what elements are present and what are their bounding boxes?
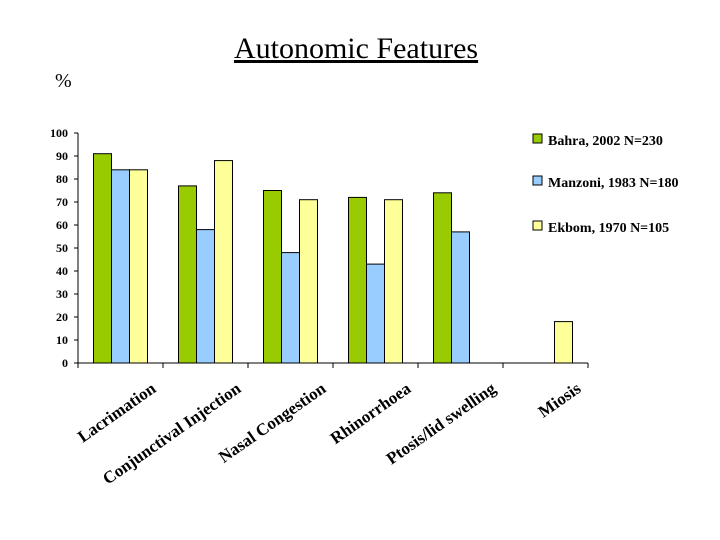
y-tick-label: 60 (56, 218, 68, 232)
bar (196, 229, 215, 364)
y-tick-label: 50 (56, 241, 68, 255)
y-axis-unit-label: % (55, 70, 72, 92)
y-tick-label: 90 (56, 149, 68, 163)
bar (299, 199, 318, 364)
x-category-label: Miosis (535, 378, 585, 421)
bar (129, 169, 148, 364)
legend-label: Bahra, 2002 N=230 (548, 134, 663, 149)
legend-label: Ekbom, 1970 N=105 (548, 221, 669, 236)
legend-swatch (532, 220, 543, 231)
bar (433, 192, 452, 364)
bar (384, 199, 403, 364)
bar (348, 196, 367, 364)
legend-swatch (532, 133, 543, 144)
x-category-label: Conjunctival Injection (99, 378, 245, 488)
legend-swatch (532, 175, 543, 186)
y-tick-label: 80 (56, 172, 68, 186)
y-tick-label: 10 (56, 333, 68, 347)
y-tick-label: 40 (56, 264, 68, 278)
legend-label: Manzoni, 1983 N=180 (548, 176, 678, 191)
bar (554, 321, 573, 364)
y-tick-label: 100 (50, 126, 68, 140)
y-tick-label: 20 (56, 310, 68, 324)
bar (111, 169, 130, 364)
x-category-label: Lacrimation (74, 378, 160, 446)
bar (451, 231, 470, 364)
bar (93, 153, 112, 364)
bar (178, 185, 197, 364)
y-tick-label: 70 (56, 195, 68, 209)
bar (366, 263, 385, 364)
bar (214, 160, 233, 364)
bar (281, 252, 300, 364)
chart-title: Autonomic Features (233, 32, 479, 65)
y-tick-label: 0 (62, 356, 68, 370)
x-category-label: Rhinorrhoea (327, 378, 415, 447)
y-tick-label: 30 (56, 287, 68, 301)
bar (263, 190, 282, 364)
